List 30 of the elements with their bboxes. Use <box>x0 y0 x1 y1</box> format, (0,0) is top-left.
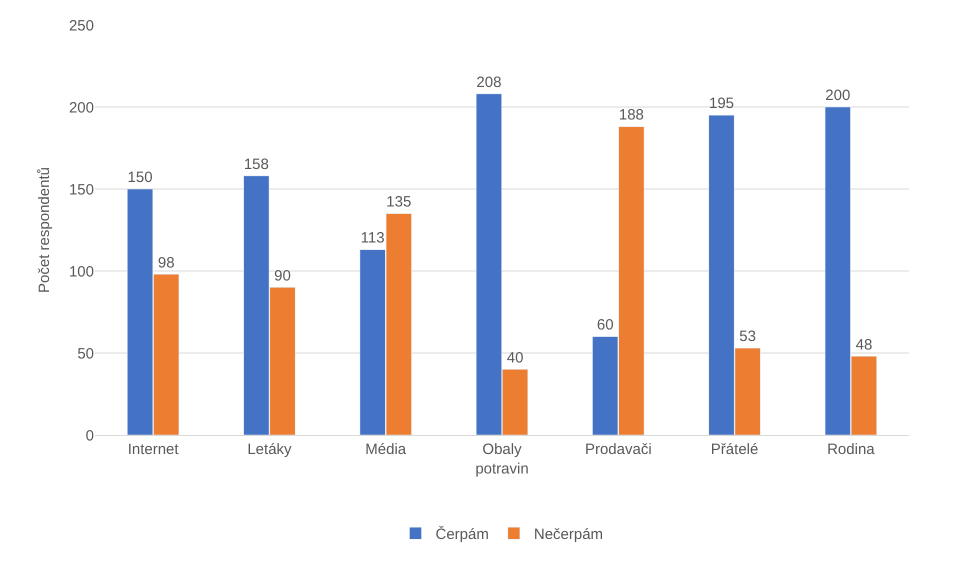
x-tick-label: Letáky <box>247 441 292 458</box>
data-label: 188 <box>618 106 644 124</box>
data-label: 90 <box>274 267 291 284</box>
y-tick-label: 50 <box>77 345 94 362</box>
data-label: 158 <box>244 156 269 173</box>
y-axis-title: Počet respondentů <box>36 167 54 293</box>
y-tick-label: 0 <box>86 427 94 444</box>
data-label: 113 <box>360 230 385 247</box>
legend-label: Nečerpám <box>534 526 604 544</box>
data-label: 200 <box>825 87 850 104</box>
x-tick-label: Média <box>365 441 407 458</box>
x-tick-label: Přátelé <box>710 441 758 458</box>
x-tick-label: Obaly potravin <box>475 441 529 478</box>
data-label: 98 <box>158 254 175 272</box>
data-label: 53 <box>739 328 756 346</box>
x-tick-label: Rodina <box>827 441 876 458</box>
y-tick-label: 100 <box>68 263 94 280</box>
data-label: 208 <box>476 74 502 91</box>
x-tick-label: Internet <box>128 441 180 458</box>
y-tick-label: 150 <box>68 181 94 198</box>
y-tick-label: 200 <box>68 99 94 116</box>
data-label: 60 <box>596 316 614 334</box>
legend-label: Čerpám <box>436 525 489 544</box>
y-tick-label: 250 <box>68 17 94 34</box>
data-label: 195 <box>708 95 734 112</box>
x-tick-label: Prodavači <box>584 441 652 458</box>
data-label: 48 <box>856 336 872 354</box>
data-label: 150 <box>128 169 153 186</box>
data-label: 135 <box>386 194 412 211</box>
data-label: 40 <box>506 349 524 366</box>
